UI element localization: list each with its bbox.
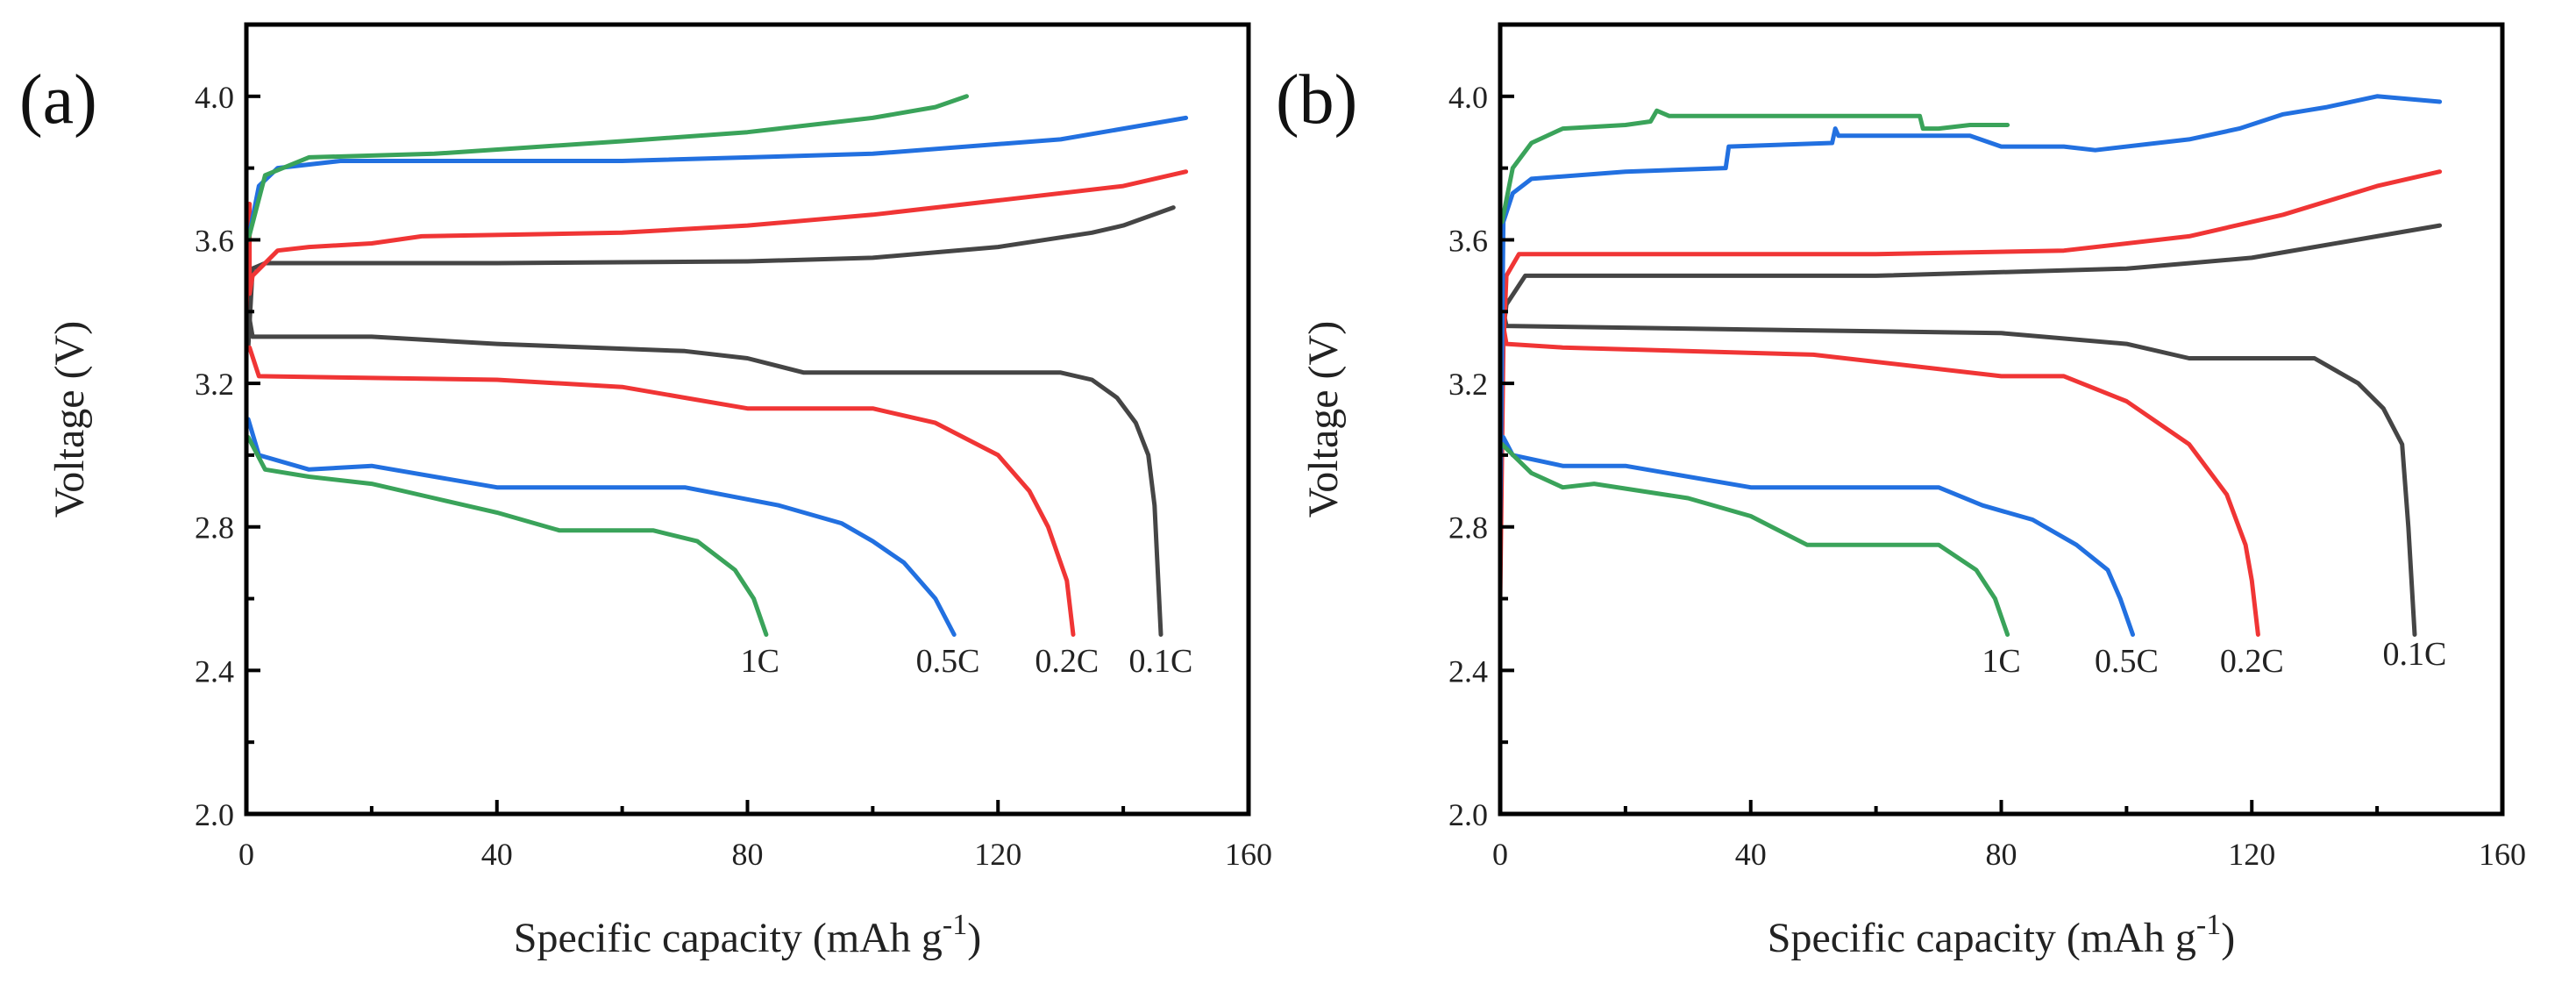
x-axis-label-superscript: -1 [943,909,967,941]
x-tick-label: 0 [1492,837,1508,872]
series-line-0-2c-discharge [247,345,1076,637]
series-line-0-1c-discharge [246,309,1163,637]
rate-annotation: 0.2C [1035,643,1099,680]
series-line-0-5c-discharge [246,417,957,637]
series-line-0-2c-charge [1498,169,2443,601]
y-tick-label: 4.0 [1448,80,1488,115]
y-tick-label: 2.4 [195,653,234,689]
x-tick-label: 80 [1986,837,2017,872]
y-axis-label: Voltage (V) [1300,321,1347,517]
y-tick-label: 2.8 [195,510,234,546]
rate-annotation: 0.1C [2383,636,2447,673]
plot-frame [244,22,1251,817]
series-line-1c-charge [1499,108,2010,225]
x-tick-label: 120 [974,837,1021,872]
y-tick-label: 2.4 [1448,653,1488,689]
series-line-1c-discharge [246,435,769,637]
y-tick-label: 3.6 [195,223,234,258]
series-line-0-2c-discharge [1501,324,2260,637]
x-tick-label: 40 [481,837,513,872]
rate-annotation: 0.1C [1129,643,1193,680]
y-tick-label: 3.2 [1448,367,1488,402]
plot-frame [1498,22,2505,817]
series-line-1c-charge [246,94,969,242]
y-tick-label: 2.0 [1448,797,1488,832]
x-tick-label: 0 [238,837,254,872]
rate-annotation: 1C [741,643,779,680]
series-line-1c-discharge [1499,442,2010,637]
chart-panel-a: 0 40 80 120 160 2.0 2.4 2.8 3.2 3.6 4.0 Specific ca… [19,22,1272,961]
y-tick-label: 2.8 [1448,510,1488,546]
y-tick-label: 3.6 [1448,223,1488,258]
rate-annotation: 0.5C [916,643,980,680]
x-axis-label: Specific capacity (mAh g-1) [514,909,981,961]
x-axis-label-end: ) [967,915,981,961]
x-axis-label-superscript: -1 [2196,909,2221,941]
y-tick-label: 3.2 [195,367,234,402]
rate-annotation: 1C [1982,643,2020,680]
panel-label: (a) [19,61,97,139]
x-axis-label-text: Specific capacity (mAh g [514,915,943,961]
x-axis-label-text: Specific capacity (mAh g [1768,915,2196,961]
series-line-0-1c-charge [246,205,1176,350]
series-line-0-5c-charge [1498,94,2443,530]
series-line-0-1c-discharge [1501,309,2417,637]
chart-panel-b: 0 40 80 120 160 2.0 2.4 2.8 3.2 3.6 4.0 Specific ca… [1276,22,2526,961]
y-axis-label: Voltage (V) [46,321,93,517]
rate-annotation: 0.2C [2220,643,2284,680]
panel-label: (b) [1276,61,1357,139]
x-tick-label: 40 [1735,837,1767,872]
x-axis-label-end: ) [2221,915,2235,961]
y-tick-label: 2.0 [195,797,234,832]
x-tick-label: 160 [1225,837,1272,872]
rate-annotation: 0.5C [2095,643,2159,680]
x-tick-label: 160 [2479,837,2526,872]
x-axis-label: Specific capacity (mAh g-1) [1768,909,2235,961]
x-tick-label: 120 [2228,837,2275,872]
y-tick-label: 4.0 [195,80,234,115]
series-line-0-1c-charge [1501,223,2443,332]
series-line-0-5c-discharge [1501,435,2135,637]
x-tick-label: 80 [732,837,764,872]
